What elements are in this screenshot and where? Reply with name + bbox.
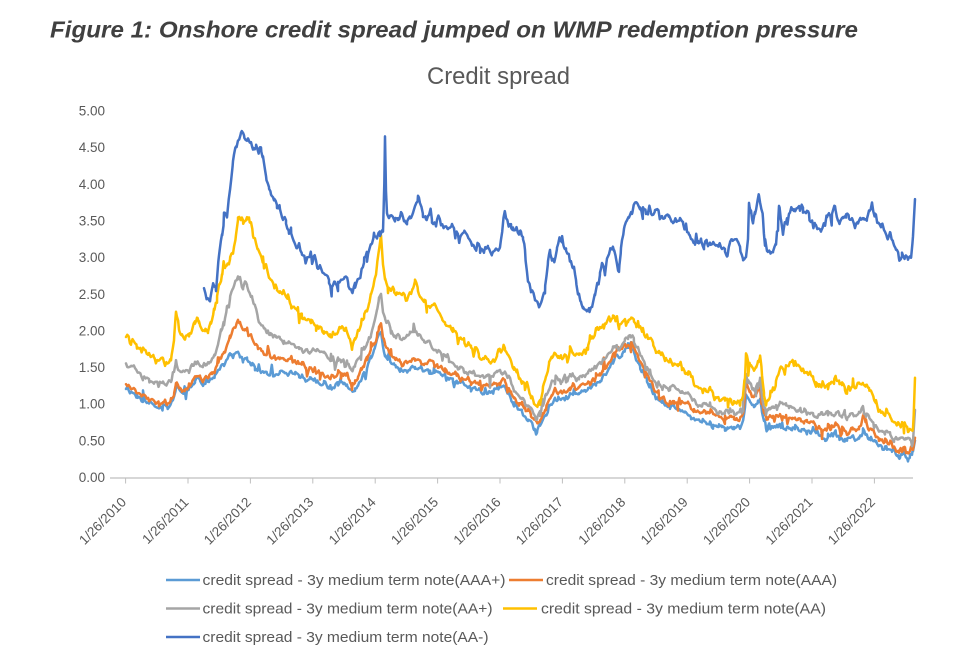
svg-text:1.00: 1.00 <box>79 397 105 412</box>
svg-text:Credit spread: Credit spread <box>427 63 570 90</box>
svg-text:4.00: 4.00 <box>79 177 105 192</box>
svg-text:2.50: 2.50 <box>79 287 105 302</box>
svg-text:2.00: 2.00 <box>79 323 105 338</box>
svg-text:5.00: 5.00 <box>79 104 105 119</box>
svg-text:credit spread - 3y medium term: credit spread - 3y medium term note(AA-) <box>203 629 489 646</box>
svg-text:1.50: 1.50 <box>79 360 105 375</box>
svg-text:credit spread - 3y medium term: credit spread - 3y medium term note(AA+) <box>203 600 493 617</box>
svg-text:Figure 1: Onshore credit sprea: Figure 1: Onshore credit spread jumped o… <box>50 17 858 43</box>
svg-text:0.50: 0.50 <box>79 433 105 448</box>
svg-text:credit spread - 3y medium term: credit spread - 3y medium term note(AAA+… <box>203 572 506 589</box>
svg-text:3.00: 3.00 <box>79 250 105 265</box>
svg-text:4.50: 4.50 <box>79 140 105 155</box>
svg-text:credit spread - 3y medium term: credit spread - 3y medium term note(AA) <box>541 600 826 617</box>
svg-text:3.50: 3.50 <box>79 213 105 228</box>
svg-text:credit spread - 3y medium term: credit spread - 3y medium term note(AAA) <box>546 572 837 589</box>
svg-text:0.00: 0.00 <box>79 470 105 485</box>
